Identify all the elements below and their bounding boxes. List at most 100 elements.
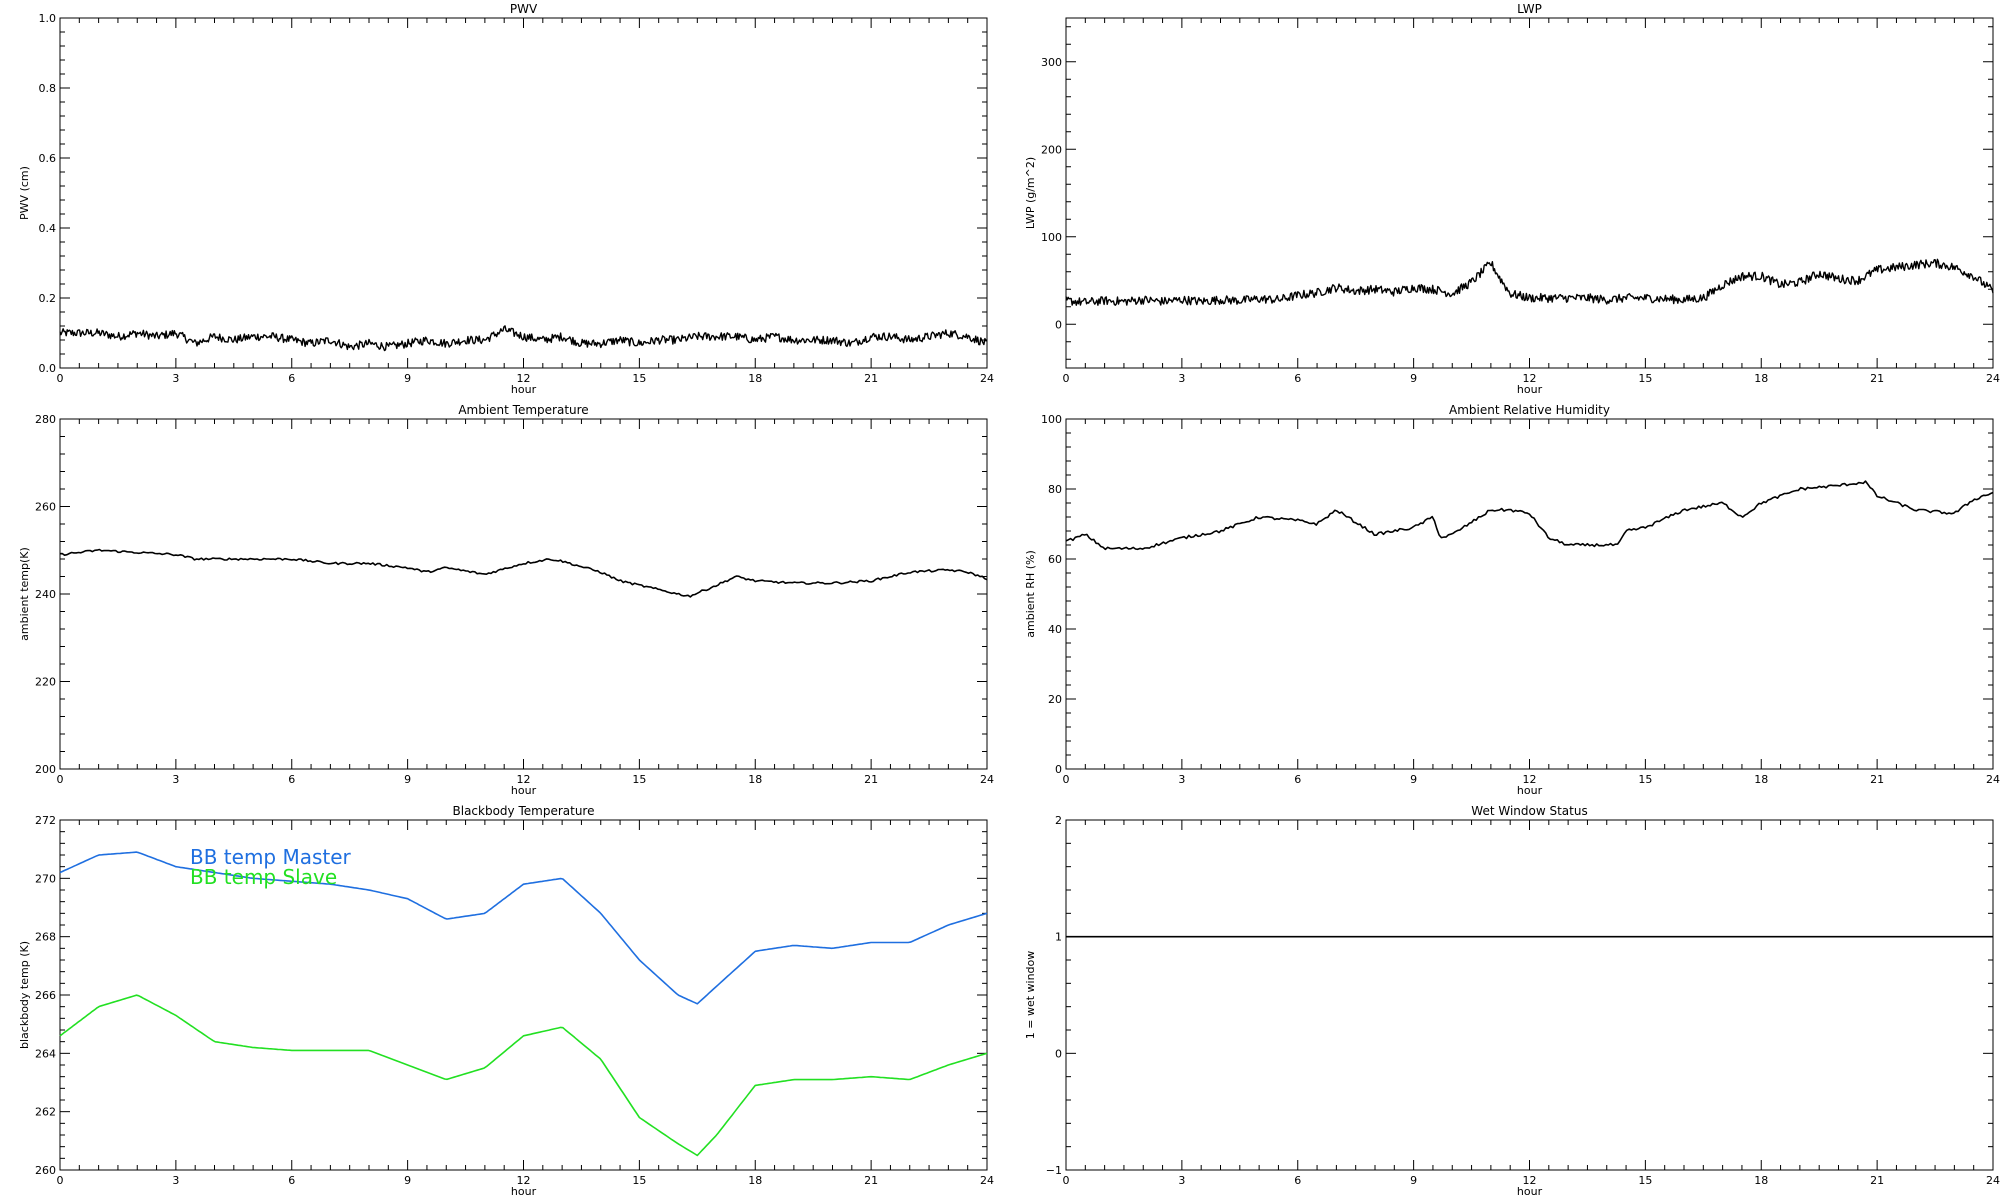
y-tick-label: 0.4	[39, 222, 57, 235]
x-tick-label: 18	[1754, 372, 1768, 385]
plot-frame	[59, 418, 988, 770]
x-tick-label: 9	[1410, 1174, 1417, 1187]
y-tick-label: 240	[35, 588, 56, 601]
y-tick-label: 1	[1055, 931, 1062, 944]
x-tick-label: 3	[1178, 773, 1185, 786]
x-tick-label: 18	[1754, 1174, 1768, 1187]
x-tick-label: 15	[632, 1174, 646, 1187]
chart-panel-4: Blackbody Temperature 0 3 6 9 12 15 18 21 24 hour 2…	[18, 804, 994, 1198]
x-tick-label: 0	[1063, 372, 1070, 385]
x-tick-label: 6	[1294, 773, 1301, 786]
x-tick-label: 24	[1986, 1174, 2000, 1187]
x-tick-label: 9	[404, 773, 411, 786]
y-tick-label: 0	[1055, 1047, 1062, 1060]
x-tick-label: 18	[748, 1174, 762, 1187]
series-line-0	[59, 548, 988, 598]
x-tick-label: 12	[1523, 773, 1537, 786]
y-tick-label: 264	[35, 1047, 56, 1060]
y-tick-label: 266	[35, 989, 56, 1002]
x-tick-label: 0	[1063, 1174, 1070, 1187]
series-line-1	[59, 994, 988, 1157]
y-tick-label: 268	[35, 931, 56, 944]
x-tick-label: 12	[1523, 372, 1537, 385]
x-tick-label: 12	[517, 372, 531, 385]
y-tick-label: 80	[1048, 483, 1062, 496]
y-tick-label: 0	[1055, 318, 1062, 331]
y-tick-label: 0.6	[39, 152, 57, 165]
x-tick-label: 12	[517, 773, 531, 786]
x-tick-label: 9	[404, 372, 411, 385]
legend-entry-1: BB temp Slave	[190, 865, 337, 889]
x-tick-label: 6	[288, 1174, 295, 1187]
x-tick-label: 3	[172, 773, 179, 786]
x-tick-label: 15	[632, 372, 646, 385]
y-axis-title: 1 = wet window	[1024, 951, 1037, 1040]
plot-frame	[59, 17, 988, 369]
y-tick-label: 0	[1055, 763, 1062, 776]
y-tick-label: 270	[35, 872, 56, 885]
x-axis-title: hour	[511, 383, 537, 396]
series-line-0	[59, 325, 988, 352]
y-tick-label: 100	[1041, 413, 1062, 426]
x-axis-title: hour	[511, 1185, 537, 1198]
chart-title: Blackbody Temperature	[453, 804, 595, 818]
chart-panel-3: Ambient Relative Humidity 0 3 6 9 12 15 18 21 24 h…	[1024, 403, 2000, 797]
y-tick-label: 1.0	[39, 12, 57, 25]
y-tick-label: −1	[1046, 1164, 1062, 1177]
x-tick-label: 15	[1638, 372, 1652, 385]
x-axis-title: hour	[511, 784, 537, 797]
x-tick-label: 0	[57, 773, 64, 786]
y-axis-title: PWV (cm)	[18, 166, 31, 220]
x-tick-label: 21	[1870, 773, 1884, 786]
chart-panel-1: LWP 0 3 6 9 12 15 18 21 24 hour 0 100 200 300 LWP (g/m^…	[1024, 2, 2000, 396]
chart-panel-2: Ambient Temperature 0 3 6 9 12 15 18 21 24 hour 200…	[18, 403, 994, 797]
chart-title: LWP	[1517, 2, 1542, 16]
x-tick-label: 6	[288, 372, 295, 385]
x-tick-label: 6	[1294, 1174, 1301, 1187]
x-tick-label: 0	[57, 372, 64, 385]
y-tick-label: 20	[1048, 693, 1062, 706]
chart-title: Ambient Relative Humidity	[1449, 403, 1610, 417]
x-tick-label: 9	[1410, 372, 1417, 385]
x-tick-label: 24	[980, 1174, 994, 1187]
y-axis-title: LWP (g/m^2)	[1024, 157, 1037, 229]
plot-frame	[1065, 418, 1994, 770]
x-tick-label: 21	[1870, 1174, 1884, 1187]
y-tick-label: 200	[35, 763, 56, 776]
x-tick-label: 0	[1063, 773, 1070, 786]
y-tick-label: 0.2	[39, 292, 57, 305]
x-axis-title: hour	[1517, 1185, 1543, 1198]
x-tick-label: 9	[404, 1174, 411, 1187]
x-tick-label: 3	[172, 1174, 179, 1187]
x-tick-label: 18	[1754, 773, 1768, 786]
x-tick-label: 6	[288, 773, 295, 786]
chart-title: Ambient Temperature	[458, 403, 588, 417]
series-line-0	[1065, 480, 1994, 551]
y-axis-title: ambient RH (%)	[1024, 550, 1037, 638]
y-tick-label: 40	[1048, 623, 1062, 636]
x-tick-label: 21	[864, 372, 878, 385]
x-tick-label: 3	[1178, 372, 1185, 385]
chart-panel-0: PWV 0 3 6 9 12 15 18 21 24 hour 0.0 0.2 0.4 0.6 0.8 1.0 P…	[18, 2, 994, 396]
y-tick-label: 262	[35, 1106, 56, 1119]
plot-frame	[1065, 819, 1994, 1171]
y-tick-label: 200	[1041, 143, 1062, 156]
y-tick-label: 280	[35, 413, 56, 426]
x-tick-label: 3	[1178, 1174, 1185, 1187]
x-tick-label: 21	[1870, 372, 1884, 385]
x-tick-label: 15	[632, 773, 646, 786]
y-tick-label: 272	[35, 814, 56, 827]
x-axis-title: hour	[1517, 784, 1543, 797]
y-tick-label: 260	[35, 501, 56, 514]
x-tick-label: 6	[1294, 372, 1301, 385]
x-tick-label: 24	[1986, 372, 2000, 385]
plot-frame	[1065, 17, 1994, 369]
y-axis-title: blackbody temp (K)	[18, 941, 31, 1049]
x-tick-label: 3	[172, 372, 179, 385]
y-tick-label: 300	[1041, 56, 1062, 69]
series-line-0	[59, 851, 988, 1005]
x-tick-label: 18	[748, 773, 762, 786]
y-axis-title: ambient temp(K)	[18, 547, 31, 641]
